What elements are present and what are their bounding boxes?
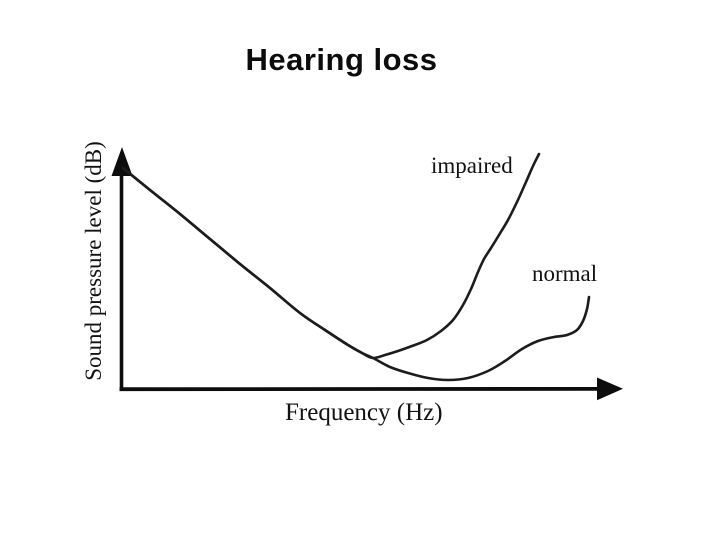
x-axis-arrowhead (597, 377, 623, 401)
impaired-curve (121, 152, 541, 360)
y-axis-arrowhead (111, 147, 133, 176)
normal-series-label: normal (532, 261, 598, 286)
impaired-series-label: impaired (431, 153, 513, 178)
threshold-curves-group (121, 152, 591, 382)
x-axis-label: Frequency (Hz) (285, 399, 443, 426)
chart-title: Hearing loss (245, 42, 438, 77)
normal-curve (121, 166, 591, 382)
